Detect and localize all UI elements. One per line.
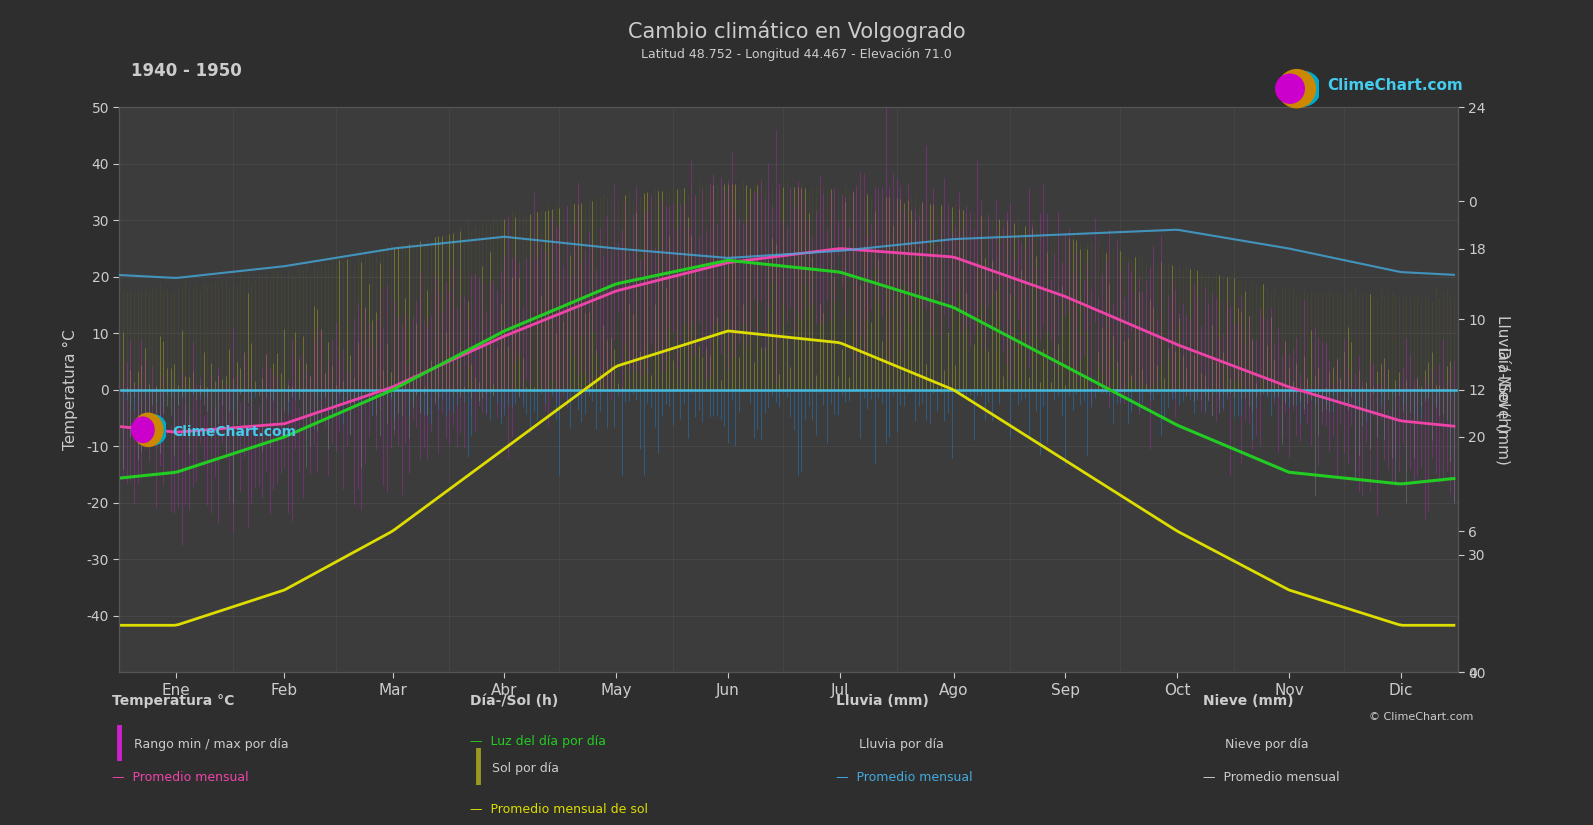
- Text: Rango min / max por día: Rango min / max por día: [134, 738, 288, 752]
- Text: Día-/Sol (h): Día-/Sol (h): [470, 695, 558, 709]
- Text: —  Promedio mensual: — Promedio mensual: [1203, 771, 1340, 785]
- Text: ClimeChart.com: ClimeChart.com: [172, 426, 296, 439]
- Text: Lluvia (mm): Lluvia (mm): [836, 695, 929, 709]
- Y-axis label: Lluvia / Nieve (mm): Lluvia / Nieve (mm): [1496, 315, 1510, 464]
- Circle shape: [1276, 74, 1305, 103]
- Text: —  Promedio mensual: — Promedio mensual: [112, 771, 249, 785]
- Circle shape: [1278, 69, 1316, 108]
- Circle shape: [132, 417, 155, 442]
- Text: Cambio climático en Volgogrado: Cambio climático en Volgogrado: [628, 21, 965, 42]
- Y-axis label: Día-/Sol (h): Día-/Sol (h): [1496, 347, 1510, 432]
- Text: Nieve (mm): Nieve (mm): [1203, 695, 1294, 709]
- Text: Lluvia por día: Lluvia por día: [859, 738, 943, 752]
- Text: Nieve por día: Nieve por día: [1225, 738, 1308, 752]
- Text: —  Promedio mensual de sol: — Promedio mensual de sol: [470, 803, 648, 816]
- Text: Temperatura °C: Temperatura °C: [112, 695, 234, 709]
- Circle shape: [134, 413, 162, 446]
- Text: 1940 - 1950: 1940 - 1950: [131, 62, 242, 80]
- Text: ClimeChart.com: ClimeChart.com: [1327, 78, 1462, 93]
- Text: Latitud 48.752 - Longitud 44.467 - Elevación 71.0: Latitud 48.752 - Longitud 44.467 - Eleva…: [640, 48, 953, 61]
- Circle shape: [140, 415, 167, 445]
- Text: Sol por día: Sol por día: [492, 761, 559, 775]
- Y-axis label: Temperatura °C: Temperatura °C: [64, 329, 78, 450]
- Text: —  Promedio mensual: — Promedio mensual: [836, 771, 973, 785]
- Circle shape: [1287, 72, 1321, 106]
- Text: © ClimeChart.com: © ClimeChart.com: [1368, 712, 1474, 722]
- Text: —  Luz del día por día: — Luz del día por día: [470, 735, 605, 748]
